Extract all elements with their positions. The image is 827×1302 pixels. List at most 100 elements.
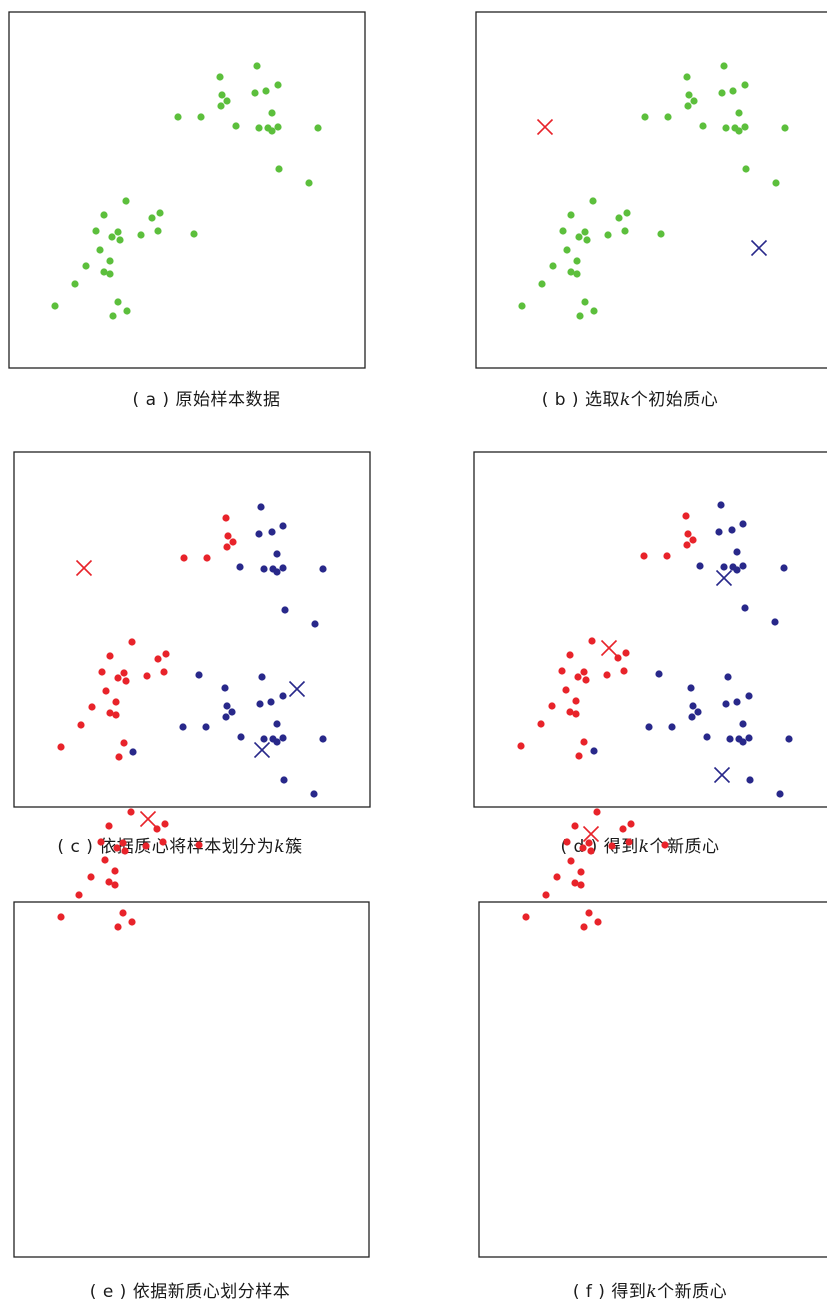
panel-b: ( b ) 选取k个初始质心 — [0, 0, 827, 420]
green-data-point — [735, 109, 743, 117]
blue-data-point — [279, 564, 287, 572]
red-centroid-marker — [536, 118, 554, 136]
green-data-point — [314, 124, 322, 132]
green-data-point — [699, 122, 707, 130]
blue-data-point — [590, 747, 598, 755]
red-centroid-marker — [139, 810, 157, 828]
red-data-point — [87, 873, 95, 881]
blue-data-point — [771, 618, 779, 626]
red-data-point — [128, 638, 136, 646]
green-data-point — [100, 268, 108, 276]
green-data-point — [781, 124, 789, 132]
green-data-point — [268, 127, 276, 135]
red-data-point — [580, 738, 588, 746]
red-data-point — [153, 825, 161, 833]
red-data-point — [558, 667, 566, 675]
blue-data-point — [273, 568, 281, 576]
blue-data-point — [267, 698, 275, 706]
red-data-point — [593, 808, 601, 816]
red-data-point — [142, 842, 150, 850]
blue-data-point — [739, 738, 747, 746]
blue-data-point — [268, 528, 276, 536]
green-data-point — [742, 165, 750, 173]
caption-k: k — [638, 837, 650, 857]
plot-frame — [475, 11, 827, 369]
blue-data-point — [273, 550, 281, 558]
plot-frame — [8, 11, 366, 369]
blue-data-point — [733, 548, 741, 556]
red-data-point — [97, 838, 105, 846]
panel-c: ( c ) 依据质心将样本划分为k簇 — [0, 0, 413, 870]
plot-d — [473, 451, 827, 808]
blue-data-point — [257, 503, 265, 511]
red-data-point — [562, 686, 570, 694]
green-data-point — [197, 113, 205, 121]
red-data-point — [571, 822, 579, 830]
blue-data-point — [237, 733, 245, 741]
green-data-point — [71, 280, 79, 288]
green-data-point — [741, 123, 749, 131]
green-data-point — [223, 97, 231, 105]
blue-data-point — [776, 790, 784, 798]
red-data-point — [224, 532, 232, 540]
green-data-point — [685, 91, 693, 99]
green-data-point — [590, 307, 598, 315]
blue-data-point — [745, 692, 753, 700]
green-data-point — [137, 231, 145, 239]
caption-b: ( b ) 选取k个初始质心 — [460, 385, 800, 410]
red-data-point — [579, 844, 587, 852]
red-data-point — [154, 655, 162, 663]
green-data-point — [657, 230, 665, 238]
blue-data-point — [258, 673, 266, 681]
blue-data-point — [310, 790, 318, 798]
red-data-point — [580, 668, 588, 676]
red-data-point — [577, 881, 585, 889]
caption-text-before: 得到 — [611, 1282, 647, 1302]
green-data-point — [583, 236, 591, 244]
caption-label: ( f ) — [572, 1282, 606, 1302]
red-data-point — [195, 841, 203, 849]
red-data-point — [229, 538, 237, 546]
green-data-point — [729, 87, 737, 95]
green-data-point — [216, 73, 224, 81]
green-data-point — [156, 209, 164, 217]
green-data-point — [518, 302, 526, 310]
red-data-point — [585, 909, 593, 917]
red-data-point — [603, 671, 611, 679]
red-data-point — [585, 839, 593, 847]
green-data-point — [576, 312, 584, 320]
red-data-point — [128, 918, 136, 926]
red-data-point — [180, 554, 188, 562]
red-data-point — [111, 867, 119, 875]
red-data-point — [106, 709, 114, 717]
red-data-point — [689, 536, 697, 544]
green-data-point — [720, 62, 728, 70]
blue-data-point — [694, 708, 702, 716]
green-data-point — [664, 113, 672, 121]
red-data-point — [588, 637, 596, 645]
red-data-point — [567, 857, 575, 865]
red-data-point — [684, 530, 692, 538]
blue-data-point — [703, 733, 711, 741]
blue-data-point — [222, 713, 230, 721]
caption-label: ( b ) — [541, 390, 580, 410]
plot-frame — [13, 451, 371, 808]
green-data-point — [563, 246, 571, 254]
red-data-point — [88, 703, 96, 711]
red-data-point — [120, 669, 128, 677]
red-data-point — [563, 838, 571, 846]
plot-frame — [478, 901, 827, 1258]
plot-frame — [473, 451, 827, 808]
blue-data-point — [720, 563, 728, 571]
green-data-point — [772, 179, 780, 187]
red-data-point — [159, 838, 167, 846]
red-centroid-marker — [582, 825, 600, 843]
red-data-point — [120, 739, 128, 747]
plot-b — [475, 11, 827, 369]
blue-data-point — [728, 526, 736, 534]
green-data-point — [148, 214, 156, 222]
blue-data-point — [745, 734, 753, 742]
green-data-point — [538, 280, 546, 288]
red-data-point — [112, 698, 120, 706]
